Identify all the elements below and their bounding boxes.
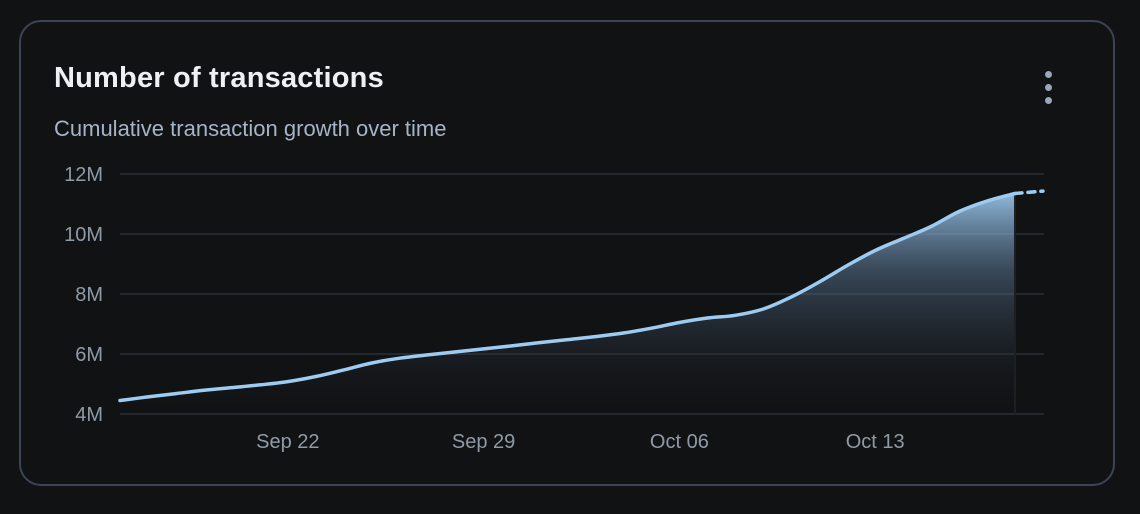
chart-subtitle: Cumulative transaction growth over time bbox=[54, 116, 447, 141]
more-vertical-icon bbox=[1045, 71, 1052, 78]
y-tick-label: 12M bbox=[64, 164, 103, 186]
more-options-button[interactable] bbox=[1032, 67, 1066, 109]
projected-line bbox=[1013, 189, 1045, 196]
series-area-fill bbox=[120, 193, 1015, 414]
x-tick-label: Sep 22 bbox=[256, 431, 319, 453]
y-tick-label: 6M bbox=[75, 344, 103, 366]
more-vertical-icon bbox=[1045, 84, 1052, 91]
y-tick-label: 10M bbox=[64, 224, 103, 246]
x-tick-label: Oct 13 bbox=[846, 431, 905, 453]
more-vertical-icon bbox=[1045, 97, 1052, 104]
x-tick-label: Oct 06 bbox=[650, 431, 709, 453]
series-line bbox=[118, 191, 1017, 403]
x-tick-label: Sep 29 bbox=[452, 431, 515, 453]
y-tick-label: 4M bbox=[75, 404, 103, 426]
chart-title: Number of transactions bbox=[54, 62, 384, 94]
y-tick-label: 8M bbox=[75, 284, 103, 306]
